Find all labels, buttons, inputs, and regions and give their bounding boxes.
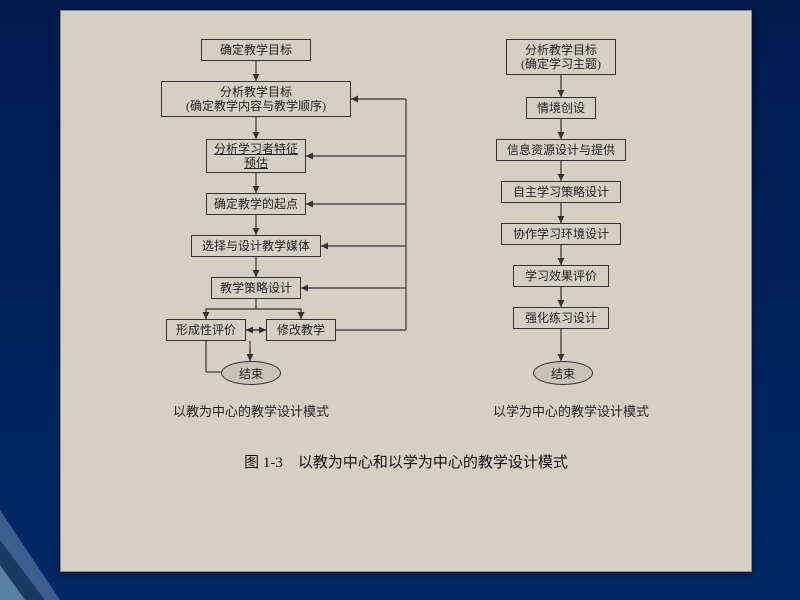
flow-node-L5: 选择与设计教学媒体 xyxy=(191,235,321,257)
terminal-REnd: 结束 xyxy=(533,361,593,385)
node-text: 分析教学目标 xyxy=(525,43,597,57)
flowchart: 确定教学目标分析教学目标(确定教学内容与教学顺序)分析学习者特征预估确定教学的起… xyxy=(61,11,751,571)
flow-node-R6: 学习效果评价 xyxy=(513,265,609,287)
left-flow-title: 以教为中心的教学设计模式 xyxy=(121,401,381,420)
terminal-LEnd: 结束 xyxy=(221,361,281,385)
node-text: 形成性评价 xyxy=(176,323,236,337)
flow-node-R1: 分析教学目标(确定学习主题) xyxy=(506,39,616,75)
node-subtext: (确定学习主题) xyxy=(521,57,601,71)
flow-node-L1: 确定教学目标 xyxy=(201,39,311,61)
flow-node-L3: 分析学习者特征预估 xyxy=(206,139,306,173)
node-text: 自主学习策略设计 xyxy=(513,185,609,199)
node-text: 确定教学目标 xyxy=(220,43,292,57)
node-text: 学习效果评价 xyxy=(525,269,597,283)
flow-node-R5: 协作学习环境设计 xyxy=(501,223,621,245)
flow-node-L2: 分析教学目标(确定教学内容与教学顺序) xyxy=(161,81,351,117)
diagram-frame: 确定教学目标分析教学目标(确定教学内容与教学顺序)分析学习者特征预估确定教学的起… xyxy=(60,10,752,572)
node-text: 修改教学 xyxy=(277,323,325,337)
node-subtext: 预估 xyxy=(244,156,268,170)
flow-node-L7a: 形成性评价 xyxy=(166,319,246,341)
node-text: 选择与设计教学媒体 xyxy=(202,239,310,253)
slide-accent xyxy=(0,480,60,600)
node-text: 分析学习者特征 xyxy=(214,142,298,156)
node-text: 协作学习环境设计 xyxy=(513,227,609,241)
node-text: 情境创设 xyxy=(537,101,585,115)
node-text: 强化练习设计 xyxy=(525,311,597,325)
flow-node-R7: 强化练习设计 xyxy=(513,307,609,329)
node-subtext: (确定教学内容与教学顺序) xyxy=(186,99,326,113)
right-flow-title: 以学为中心的教学设计模式 xyxy=(441,401,701,420)
flow-node-L6: 教学策略设计 xyxy=(211,277,301,299)
node-text: 信息资源设计与提供 xyxy=(507,143,615,157)
figure-caption: 图 1-3 以教为中心和以学为中心的教学设计模式 xyxy=(61,451,751,472)
node-text: 确定教学的起点 xyxy=(214,197,298,211)
flow-node-L7b: 修改教学 xyxy=(266,319,336,341)
flow-node-R2: 情境创设 xyxy=(526,97,596,119)
node-text: 分析教学目标 xyxy=(220,85,292,99)
flow-node-R4: 自主学习策略设计 xyxy=(501,181,621,203)
node-text: 教学策略设计 xyxy=(220,281,292,295)
flow-node-L4: 确定教学的起点 xyxy=(206,193,306,215)
flow-node-R3: 信息资源设计与提供 xyxy=(496,139,626,161)
